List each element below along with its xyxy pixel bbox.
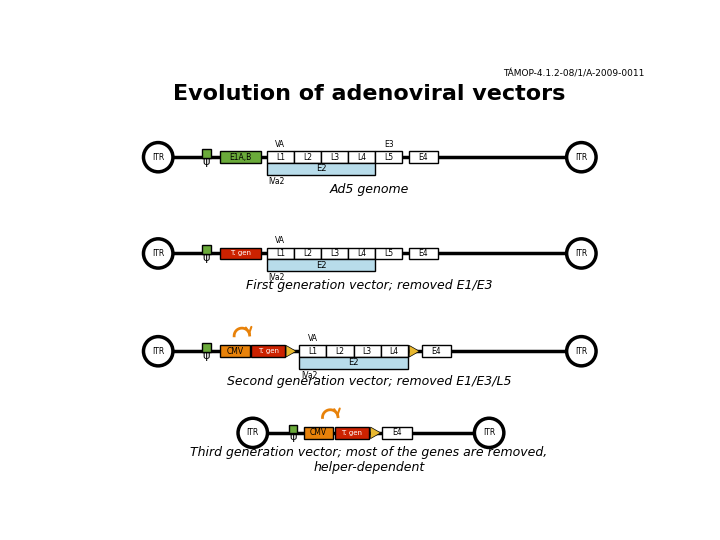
Bar — [326, 346, 354, 357]
Text: L5: L5 — [384, 249, 393, 258]
Bar — [220, 248, 261, 259]
Text: L2: L2 — [303, 249, 312, 258]
Text: L4: L4 — [357, 153, 366, 161]
Bar — [294, 151, 321, 163]
Circle shape — [143, 239, 173, 268]
Text: ITR: ITR — [483, 428, 495, 437]
Text: E3: E3 — [384, 140, 394, 149]
FancyArrow shape — [371, 427, 381, 438]
Text: E2: E2 — [348, 359, 359, 367]
Circle shape — [567, 143, 596, 172]
Text: VA: VA — [275, 140, 285, 149]
Text: E4: E4 — [418, 153, 428, 161]
Text: L4: L4 — [390, 347, 399, 356]
Text: VA: VA — [308, 334, 318, 343]
Text: T. gen: T. gen — [258, 348, 279, 354]
Text: Second generation vector; removed E1/E3/L5: Second generation vector; removed E1/E3/… — [227, 375, 511, 388]
Text: IVa2: IVa2 — [269, 177, 284, 186]
Bar — [408, 151, 438, 163]
Bar — [266, 151, 294, 163]
Text: ψ: ψ — [289, 433, 297, 442]
Text: CMV: CMV — [226, 347, 243, 356]
Text: E4: E4 — [392, 428, 402, 437]
Text: L3: L3 — [330, 249, 339, 258]
Bar — [375, 248, 402, 259]
Bar — [202, 245, 210, 254]
Text: ψ: ψ — [202, 351, 210, 361]
Bar — [422, 346, 451, 357]
Bar — [300, 357, 408, 369]
Bar — [304, 427, 333, 438]
Text: T. gen: T. gen — [341, 430, 362, 436]
Text: ITR: ITR — [247, 428, 259, 437]
Circle shape — [567, 336, 596, 366]
Bar — [289, 425, 297, 433]
Text: E2: E2 — [315, 260, 326, 269]
Text: ITR: ITR — [152, 153, 164, 161]
Text: ψ: ψ — [202, 253, 210, 263]
Bar — [266, 248, 294, 259]
Text: Evolution of adenoviral vectors: Evolution of adenoviral vectors — [173, 84, 565, 104]
Text: CMV: CMV — [310, 428, 327, 437]
Bar — [348, 151, 375, 163]
Bar — [321, 248, 348, 259]
Bar — [354, 346, 381, 357]
Text: ITR: ITR — [575, 249, 588, 258]
Text: ITR: ITR — [575, 153, 588, 161]
Text: L1: L1 — [308, 347, 318, 356]
Circle shape — [238, 418, 267, 448]
Text: L3: L3 — [330, 153, 339, 161]
Bar — [202, 343, 210, 352]
Bar — [381, 346, 408, 357]
Text: IVa2: IVa2 — [269, 273, 284, 282]
Bar — [335, 427, 369, 438]
Text: ψ: ψ — [202, 157, 210, 167]
Bar — [266, 259, 375, 271]
Bar — [348, 248, 375, 259]
Text: E2: E2 — [315, 164, 326, 173]
Text: TÁMOP-4.1.2-08/1/A-2009-0011: TÁMOP-4.1.2-08/1/A-2009-0011 — [503, 70, 644, 78]
FancyArrow shape — [286, 346, 296, 357]
Bar — [251, 346, 285, 357]
Bar — [220, 151, 261, 163]
Text: L3: L3 — [362, 347, 372, 356]
Text: ITR: ITR — [152, 347, 164, 356]
Text: Ad5 genome: Ad5 genome — [329, 183, 409, 196]
Text: L1: L1 — [276, 249, 285, 258]
Text: L4: L4 — [357, 249, 366, 258]
Bar — [300, 346, 326, 357]
Text: T. gen: T. gen — [230, 251, 251, 256]
Text: ITR: ITR — [575, 347, 588, 356]
Text: IVa2: IVa2 — [301, 371, 318, 380]
Bar — [321, 151, 348, 163]
Circle shape — [567, 239, 596, 268]
Bar — [202, 149, 210, 158]
Bar — [408, 248, 438, 259]
FancyArrow shape — [409, 346, 419, 357]
Bar — [220, 346, 250, 357]
Bar — [375, 151, 402, 163]
Text: L2: L2 — [336, 347, 344, 356]
Text: Third generation vector; most of the genes are removed,
helper-dependent: Third generation vector; most of the gen… — [190, 447, 548, 474]
Circle shape — [143, 143, 173, 172]
Text: E4: E4 — [418, 249, 428, 258]
Circle shape — [143, 336, 173, 366]
Bar — [266, 163, 375, 174]
Circle shape — [474, 418, 504, 448]
Text: E4: E4 — [431, 347, 441, 356]
Bar — [382, 427, 412, 438]
Text: First generation vector; removed E1/E3: First generation vector; removed E1/E3 — [246, 279, 492, 292]
Bar — [294, 248, 321, 259]
Text: VA: VA — [275, 237, 285, 245]
Text: L2: L2 — [303, 153, 312, 161]
Text: L5: L5 — [384, 153, 393, 161]
Text: ITR: ITR — [152, 249, 164, 258]
Text: L1: L1 — [276, 153, 285, 161]
Text: E1A,B: E1A,B — [229, 153, 251, 161]
